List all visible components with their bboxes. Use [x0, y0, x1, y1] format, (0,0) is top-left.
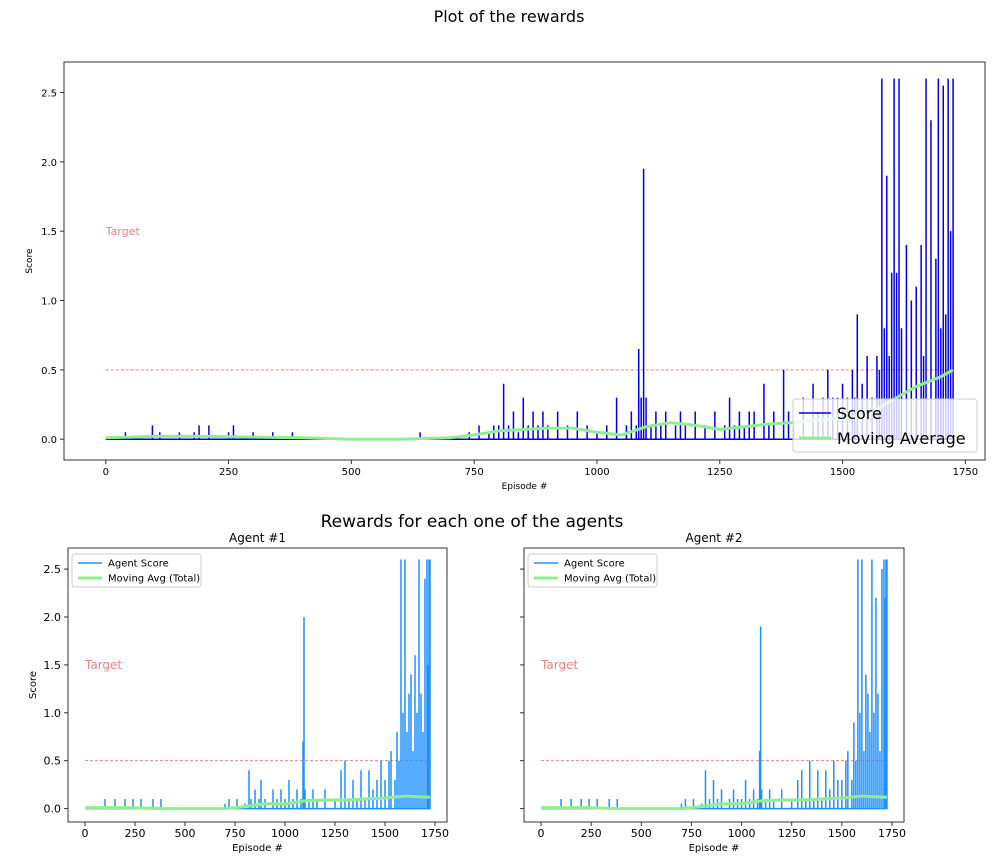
- agent2-x-tick-label: 250: [581, 827, 602, 840]
- agent1-x-axis-label: Episode #: [232, 843, 283, 854]
- agent1-y-axis-label: Score: [28, 671, 39, 699]
- agent1-x-tick-label: 250: [125, 827, 146, 840]
- agent2-axes-frame: [523, 547, 905, 823]
- agent1-x-tick-label: 1500: [371, 827, 399, 840]
- main-axes-frame: [63, 61, 986, 461]
- figure-title: Plot of the rewards: [434, 7, 585, 26]
- agent1-x-tick-label: 500: [175, 827, 196, 840]
- main-x-axis-label: Episode #: [502, 482, 548, 492]
- agent1-y-tick-label: 0.5: [44, 755, 62, 768]
- agent2-x-tick-label: 1750: [878, 827, 906, 840]
- agent2-x-tick-label: 1500: [828, 827, 856, 840]
- main-legend-label: Moving Average: [837, 429, 966, 448]
- agent1-x-tick-label: 0: [82, 827, 89, 840]
- agent1-x-tick-label: 750: [225, 827, 246, 840]
- agent1-y-tick-label: 2.0: [44, 611, 62, 624]
- main-y-tick-label: 2.5: [41, 89, 57, 100]
- agent1-y-tick-label: 1.5: [44, 659, 62, 672]
- agent2-legend-label: Moving Avg (Total): [564, 574, 656, 585]
- agent1-y-tick-label: 1.0: [44, 707, 62, 720]
- main-x-tick-label: 500: [342, 467, 361, 478]
- agent2-x-tick-label: 1250: [778, 827, 806, 840]
- main-x-tick-label: 1250: [707, 467, 732, 478]
- main-y-tick-label: 0.0: [41, 435, 57, 446]
- main-y-tick-label: 0.5: [41, 366, 57, 377]
- agent2-legend-box: [527, 553, 658, 588]
- main-x-tick-label: 1000: [584, 467, 609, 478]
- main-x-tick-label: 750: [465, 467, 484, 478]
- agent2-x-tick-label: 750: [681, 827, 702, 840]
- main-legend-box: [792, 398, 978, 453]
- agent1-legend-label: Moving Avg (Total): [108, 574, 200, 585]
- agent1-target-label: Target: [84, 658, 122, 672]
- agent1-x-tick-label: 1750: [421, 827, 449, 840]
- agent1-x-tick-label: 1250: [321, 827, 349, 840]
- agent1-legend-box: [71, 553, 202, 588]
- agent1-series-agent_score: [85, 559, 431, 810]
- agent2-x-tick-label: 1000: [728, 827, 756, 840]
- main-legend-label: Score: [837, 404, 882, 423]
- agent1-axes-frame: [67, 547, 448, 823]
- agent1-x-tick-label: 1000: [271, 827, 299, 840]
- figure-subtitle: Rewards for each one of the agents: [321, 512, 624, 532]
- agent2-target-label: Target: [540, 658, 578, 672]
- agent1-legend-label: Agent Score: [108, 559, 169, 570]
- agent1-title: Agent #1: [229, 531, 286, 545]
- agent2-legend-label: Agent Score: [564, 559, 625, 570]
- agent2-title: Agent #2: [685, 531, 742, 545]
- agent2-x-tick-label: 500: [631, 827, 652, 840]
- main-x-tick-label: 1750: [953, 467, 978, 478]
- agent1-y-tick-label: 0.0: [44, 803, 62, 816]
- main-y-tick-label: 1.0: [41, 297, 57, 308]
- main-x-tick-label: 250: [219, 467, 238, 478]
- agent2-x-axis-label: Episode #: [689, 843, 740, 854]
- main-x-tick-label: 1500: [830, 467, 855, 478]
- agent2-series-moving_avg: [541, 794, 887, 811]
- agent1-y-tick-label: 2.5: [44, 563, 62, 576]
- main-x-tick-label: 0: [103, 467, 109, 478]
- main-target-label: Target: [105, 225, 141, 238]
- agent2-x-tick-label: 0: [538, 827, 545, 840]
- main-series-score: [105, 78, 954, 440]
- main-y-axis-label: Score: [25, 248, 35, 274]
- main-y-tick-label: 1.5: [41, 227, 57, 238]
- agent1-series-moving_avg: [85, 794, 430, 811]
- agent2-series-agent_score: [541, 559, 888, 810]
- main-y-tick-label: 2.0: [41, 158, 57, 169]
